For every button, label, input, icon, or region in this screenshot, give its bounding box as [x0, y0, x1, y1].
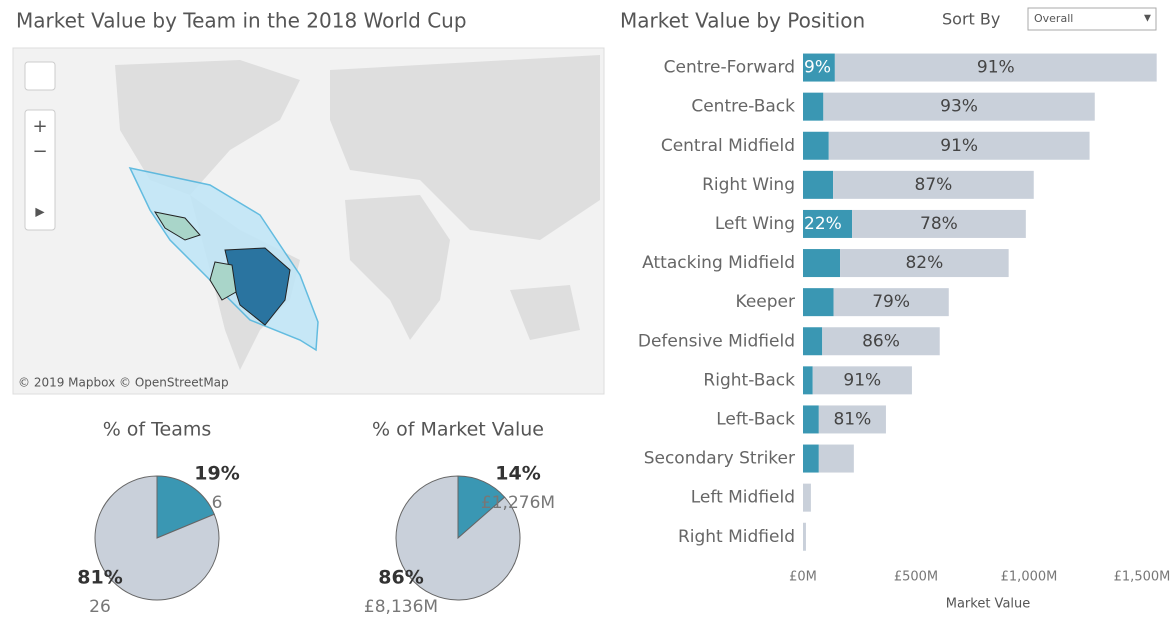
category-label: Centre-Back — [691, 97, 795, 117]
team-country[interactable] — [209, 261, 237, 301]
bar-segment — [828, 131, 1090, 160]
pie-percent-label: 14% — [495, 463, 540, 485]
map[interactable]: + − ▶ © 2019 Mapbox © OpenStreetMap — [12, 47, 605, 395]
team-country[interactable] — [153, 211, 201, 241]
bar-segment — [818, 444, 854, 473]
pie-percent-label: 19% — [194, 463, 239, 485]
segment-label: 22% — [804, 214, 842, 234]
bar-segment — [803, 327, 823, 356]
segment-label: 79% — [872, 292, 910, 312]
sort-value[interactable]: Overall — [1034, 12, 1073, 25]
category-label: Defensive Midfield — [638, 331, 795, 351]
pie-slice — [156, 475, 215, 539]
map-title: Market Value by Team in the 2018 World C… — [16, 9, 467, 33]
segment-label: 86% — [862, 331, 900, 351]
bar-segment — [840, 249, 1009, 278]
pie-slice — [395, 475, 521, 601]
bar-segment — [834, 53, 1157, 82]
category-label: Left Wing — [715, 214, 795, 234]
bar-segment — [803, 366, 813, 395]
map-attribution: © 2019 Mapbox © OpenStreetMap — [18, 376, 229, 390]
bar-segment — [803, 209, 853, 238]
category-label: Keeper — [736, 292, 795, 312]
zoom-in-icon[interactable]: + — [32, 116, 47, 137]
segment-label: 82% — [905, 253, 943, 273]
category-label: Right-Back — [703, 370, 795, 390]
pan-icon[interactable]: ▶ — [35, 205, 45, 219]
bar-segment — [803, 483, 811, 512]
map-zoom-controls[interactable] — [24, 109, 56, 231]
land — [115, 60, 300, 195]
segment-label: 91% — [977, 58, 1015, 78]
x-tick-label: £0M — [789, 570, 817, 585]
bar-segment — [803, 92, 824, 121]
category-label: Left Midfield — [691, 488, 795, 508]
category-label: Right Wing — [702, 175, 795, 195]
bar-segment — [833, 170, 1034, 199]
land — [345, 195, 450, 340]
pie-slice — [94, 475, 220, 601]
land — [510, 285, 580, 340]
x-axis-title: Market Value — [946, 597, 1031, 612]
segment-label: 78% — [920, 214, 958, 234]
segment-label: 91% — [843, 370, 881, 390]
category-label: Centre-Forward — [664, 58, 795, 78]
category-label: Left-Back — [716, 409, 795, 429]
segment-label: 9% — [804, 58, 831, 78]
x-tick-label: £500M — [894, 570, 938, 585]
bar-segment — [803, 288, 834, 317]
pie-value-label: £1,276M — [481, 493, 555, 513]
pie-value-label: 26 — [89, 597, 111, 617]
bar-title: Market Value by Position — [620, 9, 865, 33]
pie-slice — [457, 475, 506, 540]
bar-segment — [803, 444, 819, 473]
land — [330, 55, 600, 240]
pie-title: % of Market Value — [372, 419, 544, 441]
dropdown-arrow[interactable]: ▼ — [1144, 14, 1151, 24]
bar-segment — [833, 288, 949, 317]
segment-label: 91% — [940, 136, 978, 156]
bar-segment — [803, 53, 835, 82]
bar-segment — [803, 170, 834, 199]
pie-value-label: 6 — [212, 493, 223, 513]
category-label: Secondary Striker — [644, 449, 795, 469]
segment-label: 93% — [940, 97, 978, 117]
bar-segment — [822, 327, 940, 356]
bar-segment — [812, 366, 912, 395]
bar-segment — [803, 405, 819, 434]
segment-label: 87% — [915, 175, 953, 195]
category-label: Central Midfield — [661, 136, 795, 156]
sort-label: Sort By — [942, 10, 1000, 29]
pie-value-label: £8,136M — [364, 597, 438, 617]
x-tick-label: £1,000M — [1001, 570, 1058, 585]
sort-dropdown[interactable] — [1027, 7, 1157, 31]
x-tick-label: £1,500M — [1114, 570, 1171, 585]
pie-title: % of Teams — [103, 419, 212, 441]
bar-segment — [803, 249, 841, 278]
category-label: Right Midfield — [678, 527, 795, 547]
bar-segment — [823, 92, 1095, 121]
bar-segment — [803, 131, 829, 160]
bar-segment — [852, 209, 1026, 238]
segment-label: 81% — [833, 409, 871, 429]
map-search-button[interactable] — [24, 61, 56, 91]
bar-segment — [803, 522, 806, 551]
pie-percent-label: 81% — [77, 567, 122, 589]
bar-segment — [818, 405, 886, 434]
pie-percent-label: 86% — [378, 567, 423, 589]
category-label: Attacking Midfield — [642, 253, 795, 273]
zoom-out-icon[interactable]: − — [32, 141, 47, 162]
